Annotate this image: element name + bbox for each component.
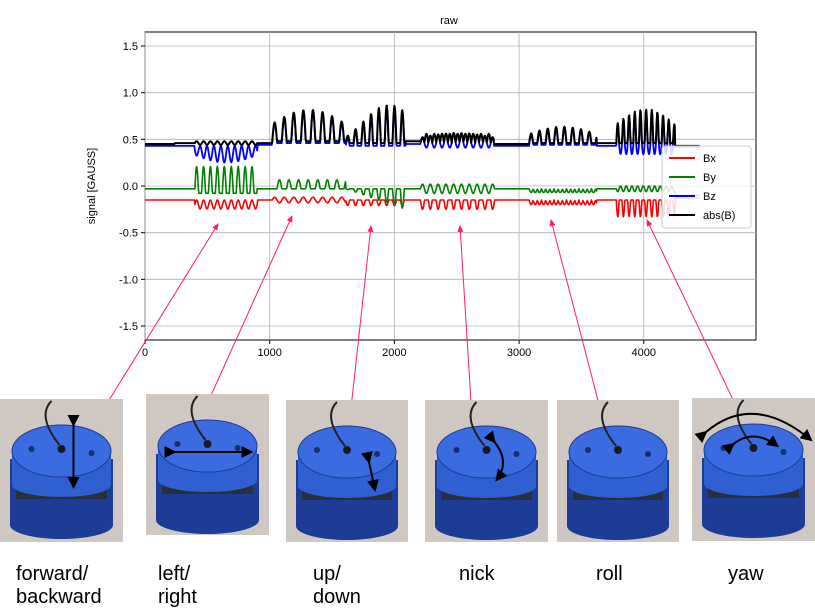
magnet-knob: [482, 446, 491, 454]
device-photos: [0, 394, 815, 542]
legend-label: By: [703, 172, 716, 184]
device-photo: [0, 399, 123, 542]
legend-label: abs(B): [703, 210, 735, 222]
series-lines: [144, 104, 701, 218]
y-tick-label: 0.5: [123, 134, 138, 146]
chart-title: raw: [440, 15, 458, 27]
arrow-nick: [457, 225, 473, 419]
arrow-left-right: [202, 215, 293, 414]
y-tick-label: 1.0: [123, 88, 138, 100]
legend-label: Bx: [703, 153, 716, 165]
caption-left-right: left/right: [158, 563, 197, 608]
annotation-arrows: [97, 215, 738, 419]
series-line-absb: [144, 104, 701, 147]
magnet-knob: [203, 440, 212, 448]
magnet-knob: [749, 444, 758, 452]
caption-up-down: up/down: [313, 563, 361, 608]
y-tick-label: -1.0: [119, 274, 138, 286]
motion-arrow: [483, 430, 508, 482]
arrow-roll: [549, 219, 602, 413]
x-tick-label: 2000: [382, 347, 406, 359]
cable: [601, 401, 617, 447]
cable: [330, 401, 346, 447]
device-photo: [425, 400, 548, 542]
legend: Bx By Bz abs(B): [661, 145, 752, 229]
cable: [469, 401, 486, 447]
y-tick-label: 0.0: [123, 181, 138, 193]
x-tick-label: 1000: [257, 347, 281, 359]
cable: [44, 400, 61, 446]
legend-label: Bz: [703, 191, 716, 203]
device-photo: [692, 398, 815, 541]
x-tick-label: 3000: [507, 347, 531, 359]
arrow-up-down: [349, 225, 374, 418]
caption-roll: roll: [596, 563, 623, 585]
caption-forward-backward: forward/backward: [16, 563, 102, 608]
y-tick-label: -1.5: [119, 321, 138, 333]
cable: [190, 395, 207, 441]
x-tick-label: 0: [142, 347, 148, 359]
x-tick-label: 4000: [632, 347, 656, 359]
y-tick-label: 1.5: [123, 41, 138, 53]
y-tick-label: -0.5: [119, 228, 138, 240]
magnet-knob: [614, 446, 622, 454]
y-axis-label: signal [GAUSS]: [86, 148, 98, 224]
series-line-bx: [144, 196, 700, 218]
magnet-knob: [343, 446, 351, 454]
motion-arrow: [361, 450, 379, 492]
axis-ticks: 0 1000 2000 3000 4000 -1.5 -1.0 -0.5 0.0 0.5 1.0 1.…: [119, 41, 656, 359]
motion-arrow: [694, 412, 813, 444]
series-line-by: [144, 165, 700, 209]
magnet-knob: [57, 445, 66, 453]
device-photo: [557, 400, 679, 542]
caption-nick: nick: [459, 563, 495, 585]
device-photo: [146, 394, 269, 535]
arrow-forward-backward: [97, 223, 219, 419]
arrow-yaw: [646, 219, 738, 409]
caption-yaw: yaw: [728, 563, 764, 585]
device-photo: [286, 400, 408, 542]
